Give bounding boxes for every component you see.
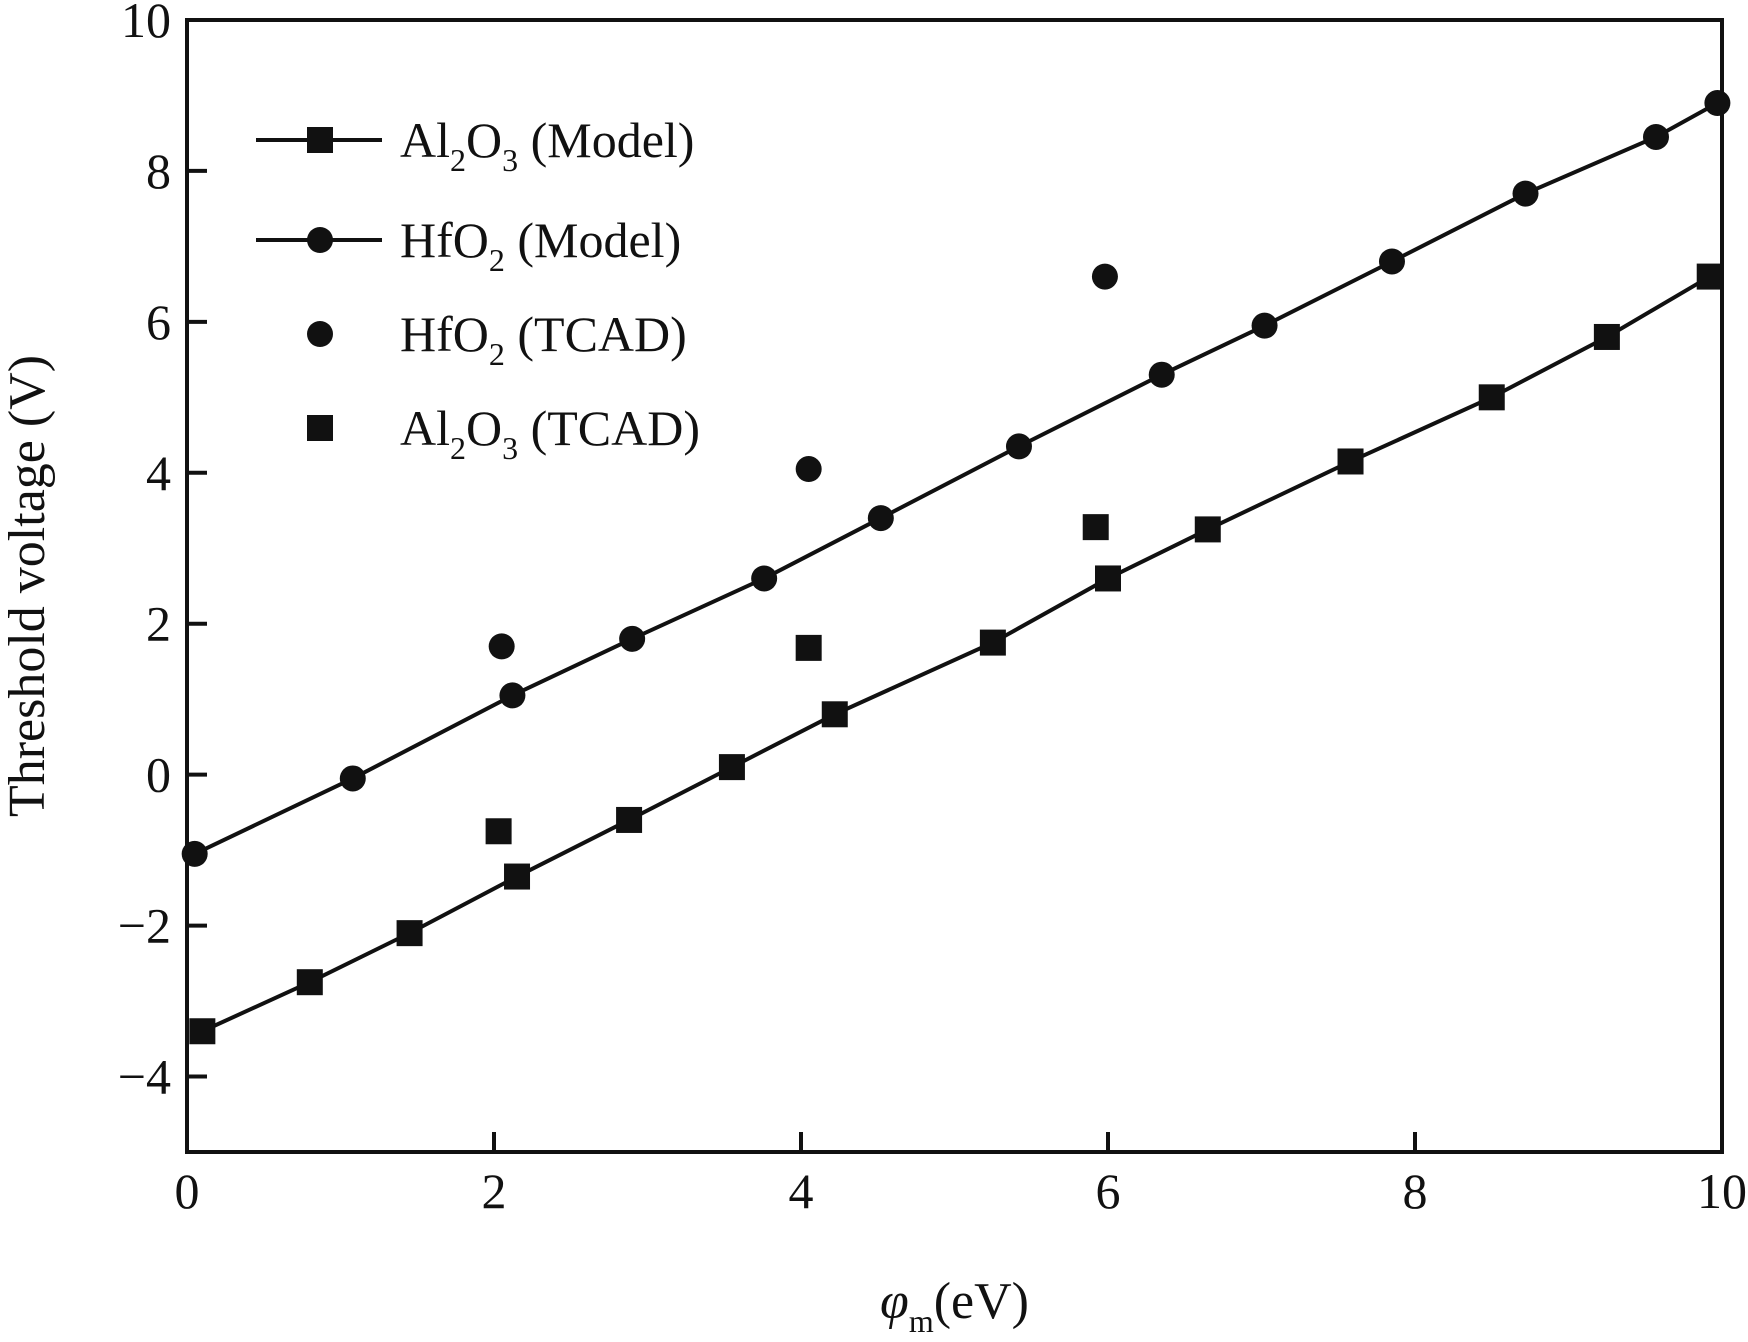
legend-entry: Al2O3 (TCAD) xyxy=(307,400,700,466)
circle-marker xyxy=(1704,90,1731,117)
y-tick-label: 6 xyxy=(146,294,171,350)
legend-label-subscript: 2 xyxy=(450,142,466,178)
square-marker xyxy=(396,920,423,947)
x-tick-label: 0 xyxy=(175,1163,200,1219)
x-tick-label: 4 xyxy=(789,1163,814,1219)
circle-marker xyxy=(795,456,822,483)
x-tick-label: 10 xyxy=(1697,1163,1747,1219)
y-tick-label: 10 xyxy=(121,0,171,48)
square-marker xyxy=(485,818,512,845)
legend-label: HfO2 (TCAD) xyxy=(400,306,687,372)
series-3 xyxy=(485,514,1109,845)
x-axis-title: φm(eV) xyxy=(880,1273,1029,1339)
circle-marker xyxy=(1251,312,1278,339)
circle-marker xyxy=(619,625,646,652)
square-marker xyxy=(1593,323,1620,350)
square-marker xyxy=(504,863,531,890)
legend-label-element: O xyxy=(453,212,489,268)
square-marker xyxy=(616,806,643,833)
square-marker xyxy=(821,701,848,728)
legend-label: HfO2 (Model) xyxy=(400,212,681,278)
y-tick-label: 2 xyxy=(146,596,171,652)
y-tick-label: −2 xyxy=(118,898,171,954)
legend-circle-marker xyxy=(307,321,333,347)
legend-entry: Al2O3 (Model) xyxy=(256,112,694,178)
legend-label-subscript: 2 xyxy=(489,242,505,278)
x-tick-label: 8 xyxy=(1403,1163,1428,1219)
square-marker xyxy=(1095,565,1121,592)
legend-label: Al2O3 (TCAD) xyxy=(400,400,700,466)
square-marker xyxy=(1082,514,1109,541)
legend-label-subscript: 2 xyxy=(450,430,466,466)
square-marker xyxy=(296,969,323,996)
x-axis-symbol: φ xyxy=(880,1273,909,1330)
square-marker xyxy=(1696,263,1723,290)
circle-marker xyxy=(867,505,894,532)
legend-label-element: O xyxy=(453,306,489,362)
circle-marker xyxy=(499,682,526,709)
legend-label-subscript: 3 xyxy=(502,142,518,178)
legend-circle-marker xyxy=(307,227,333,253)
plot-frame xyxy=(185,18,1724,1154)
legend-label-base: Hf xyxy=(400,212,453,268)
legend-label-tail: (TCAD) xyxy=(505,306,687,362)
square-marker xyxy=(189,1018,216,1045)
square-marker xyxy=(795,634,822,661)
square-marker xyxy=(979,629,1006,656)
legend-label-subscript: 2 xyxy=(489,336,505,372)
y-axis-title: Threshold voltage (V) xyxy=(0,355,56,817)
legend-entry: HfO2 (TCAD) xyxy=(307,306,687,372)
circle-marker xyxy=(1512,180,1539,207)
series-1 xyxy=(181,90,1731,867)
y-tick-label: 8 xyxy=(146,143,171,199)
circle-marker xyxy=(751,565,778,592)
circle-marker xyxy=(1091,263,1118,290)
x-axis-symbol-subscript: m xyxy=(909,1303,934,1339)
series-0 xyxy=(189,263,1723,1045)
square-marker xyxy=(1194,516,1221,543)
circle-marker xyxy=(1148,361,1175,388)
legend-label-base: Hf xyxy=(400,306,453,362)
circle-marker xyxy=(1378,248,1405,275)
legend-label-tail: (TCAD) xyxy=(518,400,700,456)
legend-label-base: Al xyxy=(400,112,450,168)
square-marker xyxy=(1478,384,1505,411)
legend-entry: HfO2 (Model) xyxy=(256,212,681,278)
legend-label-element: O xyxy=(466,400,502,456)
square-marker xyxy=(718,754,745,781)
legend-label-element: O xyxy=(466,112,502,168)
x-tick-label: 2 xyxy=(482,1163,507,1219)
legend-label-base: Al xyxy=(400,400,450,456)
legend-square-marker xyxy=(307,127,333,153)
plot-marks xyxy=(181,90,1731,1045)
axis-ticks: 0 2 4 6 8 10 −4 −2 0 2 4 6 8 10 xyxy=(118,0,1747,1219)
y-tick-label: 0 xyxy=(146,747,171,803)
series-line xyxy=(201,274,1711,1034)
legend-square-marker xyxy=(307,415,333,441)
x-tick-label: 6 xyxy=(1096,1163,1121,1219)
circle-marker xyxy=(1005,433,1032,460)
legend-label-tail: (Model) xyxy=(518,112,694,168)
y-tick-label: −4 xyxy=(118,1049,171,1105)
square-marker xyxy=(1337,448,1364,475)
series-2 xyxy=(488,263,1118,660)
legend-label-tail: (Model) xyxy=(505,212,681,268)
x-axis-unit: (eV) xyxy=(934,1273,1029,1330)
legend: Al2O3 (Model)HfO2 (Model)HfO2 (TCAD)Al2O… xyxy=(256,112,700,466)
legend-label: Al2O3 (Model) xyxy=(400,112,694,178)
circle-marker xyxy=(1642,123,1669,150)
circle-marker xyxy=(488,633,515,660)
y-tick-label: 4 xyxy=(146,445,171,501)
legend-label-subscript: 3 xyxy=(502,430,518,466)
circle-marker xyxy=(339,765,366,792)
